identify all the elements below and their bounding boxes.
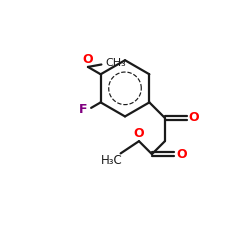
Text: O: O — [133, 127, 144, 140]
Text: F: F — [79, 102, 88, 116]
Text: H₃C: H₃C — [101, 154, 123, 167]
Text: O: O — [189, 112, 200, 124]
Text: O: O — [83, 53, 93, 66]
Text: CH₃: CH₃ — [105, 58, 126, 68]
Text: O: O — [176, 148, 186, 161]
